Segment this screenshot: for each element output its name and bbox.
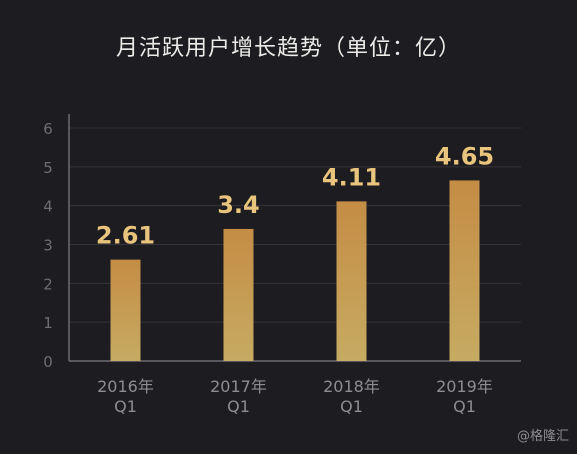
y-tick-label: 6 — [43, 120, 53, 138]
x-category-label: 2017年 — [210, 377, 267, 396]
x-category-label: Q1 — [453, 397, 476, 416]
axes — [68, 114, 521, 362]
y-tick-label: 2 — [43, 275, 53, 293]
watermark: @格隆汇 — [516, 429, 569, 444]
y-tick-label: 1 — [43, 314, 53, 332]
bars — [110, 180, 480, 361]
bar-value-label: 3.4 — [217, 191, 260, 219]
y-tick-labels: 0 1 2 3 4 5 6 — [43, 120, 53, 371]
gridlines — [69, 127, 521, 323]
chart-title: 月活跃用户增长趋势（单位：亿） — [115, 36, 461, 61]
bar — [449, 180, 480, 361]
bar-value-label: 4.65 — [435, 142, 494, 170]
x-category-label: 2016年 — [97, 377, 154, 396]
bar — [223, 228, 254, 361]
x-category-label: Q1 — [114, 397, 137, 416]
value-labels: 2.61 3.4 4.11 4.65 — [96, 142, 494, 249]
x-category-label: 2018年 — [323, 377, 380, 396]
bar — [110, 259, 141, 361]
y-tick-label: 5 — [43, 159, 53, 177]
x-category-label: Q1 — [340, 397, 363, 416]
x-category-label: Q1 — [227, 397, 250, 416]
y-tick-label: 3 — [43, 237, 53, 255]
bar — [336, 201, 367, 361]
bar-value-label: 2.61 — [96, 222, 155, 250]
x-category-label: 2019年 — [436, 377, 493, 396]
y-tick-label: 4 — [43, 198, 53, 216]
bar-value-label: 4.11 — [322, 163, 381, 191]
y-tick-label: 0 — [43, 353, 53, 371]
